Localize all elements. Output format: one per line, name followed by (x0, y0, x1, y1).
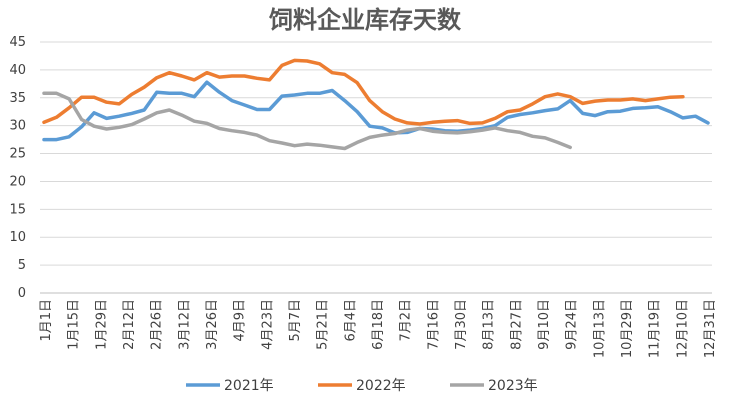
x-tick-label: 7月16日 (426, 299, 441, 350)
x-tick-label: 12月31日 (703, 299, 718, 358)
y-tick-label: 20 (9, 174, 26, 189)
x-tick-label: 11月19日 (648, 299, 663, 358)
x-tick-label: 8月27日 (509, 299, 524, 350)
y-tick-label: 15 (9, 202, 26, 217)
x-tick-label: 1月1日 (39, 299, 54, 342)
x-tick-label: 10月13日 (592, 299, 607, 358)
x-tick-label: 4月9日 (233, 299, 248, 342)
series-line-2 (42, 58, 685, 126)
x-tick-label: 7月30日 (454, 299, 469, 350)
x-tick-label: 10月29日 (620, 299, 635, 358)
series-lines (42, 58, 710, 151)
chart-title: 饲料企业库存天数 (268, 6, 462, 34)
x-tick-label: 9月10日 (537, 299, 552, 350)
y-tick-label: 25 (9, 147, 26, 162)
y-tick-label: 30 (9, 119, 26, 134)
x-tick-label: 2月12日 (122, 299, 137, 350)
y-tick-label: 35 (9, 91, 26, 106)
y-tick-label: 5 (18, 258, 26, 273)
y-tick-label: 10 (9, 230, 26, 245)
x-tick-label: 6月4日 (343, 299, 358, 342)
series-line-1 (42, 80, 710, 142)
legend-label: 2023年 (488, 378, 538, 394)
x-tick-label: 5月21日 (316, 299, 331, 350)
x-tick-label: 8月13日 (482, 299, 497, 350)
x-tick-label: 3月12日 (177, 299, 192, 350)
series-line-3 (42, 91, 572, 151)
x-tick-label: 2月26日 (150, 299, 165, 350)
x-tick-label: 4月23日 (260, 299, 275, 350)
x-tick-label: 1月15日 (67, 299, 82, 350)
y-tick-label: 45 (9, 35, 26, 50)
y-tick-label: 40 (9, 63, 26, 78)
legend-label: 2022年 (356, 378, 406, 394)
x-tick-label: 1月29日 (94, 299, 109, 350)
x-tick-label: 6月18日 (371, 299, 386, 350)
y-axis-ticks: 0 5 10 15 20 25 30 35 40 45 (9, 35, 26, 301)
x-tick-label: 5月7日 (288, 299, 303, 342)
legend-label: 2021年 (224, 378, 274, 394)
gridlines (40, 41, 712, 294)
x-tick-label: 9月24日 (565, 299, 580, 350)
x-tick-label: 12月10日 (675, 299, 690, 358)
legend: 2021年 2022年 2023年 (186, 378, 538, 394)
y-tick-label: 0 (18, 286, 26, 301)
x-tick-label: 3月26日 (205, 299, 220, 350)
x-axis-ticks: 1月1日 1月15日 1月29日 2月12日 2月26日 3月12日 3月26日 4月9日 4月… (39, 299, 718, 358)
x-tick-label: 7月2日 (399, 299, 414, 342)
